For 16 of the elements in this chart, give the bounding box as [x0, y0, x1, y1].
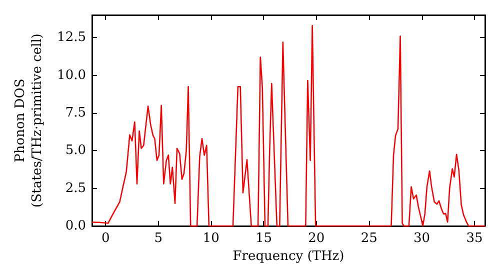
x-tick-label: 30	[414, 231, 430, 246]
y-tick-label: 2.5	[65, 180, 86, 196]
y-tick-label: 0.0	[65, 218, 86, 234]
y-tick-label: 10.0	[57, 68, 86, 83]
y-axis-title: Phonon DOS (States/THz·primitive cell)	[13, 33, 45, 208]
x-axis-title: Frequency (THz)	[232, 249, 344, 264]
x-tick-label: 10	[202, 231, 220, 246]
y-tick-label: 7.5	[65, 105, 86, 120]
y-tick-label: 12.5	[57, 30, 86, 46]
x-tick-label: 15	[255, 231, 272, 246]
y-tick-label: 5.0	[65, 143, 86, 158]
x-tick-label: 5	[154, 231, 163, 246]
x-tick-label: 20	[308, 231, 325, 246]
x-tick-label: 25	[360, 231, 378, 246]
x-tick-label: 35	[466, 231, 483, 246]
x-tick-label: 0	[102, 231, 110, 246]
